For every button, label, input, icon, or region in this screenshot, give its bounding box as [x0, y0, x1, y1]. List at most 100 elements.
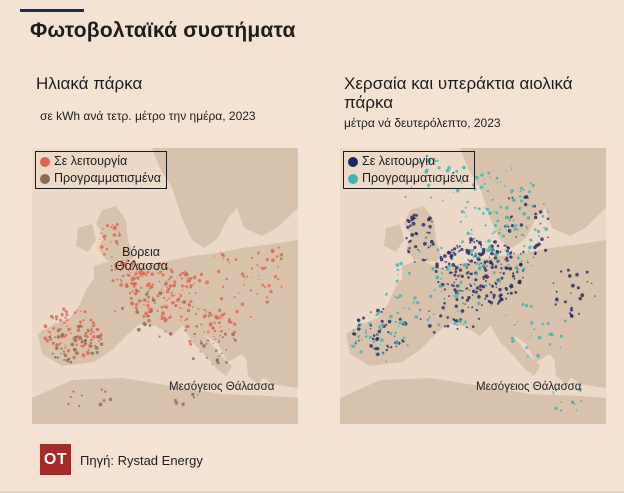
solar-site-operating [89, 333, 92, 336]
solar-site-operating [256, 292, 259, 295]
wind-site-operating [504, 266, 509, 270]
solar-site-operating [182, 308, 184, 310]
wind-site-operating [451, 248, 454, 252]
wind-site-operating [489, 261, 493, 265]
greece-shape [246, 354, 268, 384]
solar-site-planned [214, 349, 218, 352]
wind-site-operating [492, 296, 496, 299]
solar-site-operating [187, 279, 191, 283]
wind-panel-title-line1: Χερσαία και υπεράκτια αιολικά [344, 74, 573, 93]
solar-site-operating [131, 276, 135, 279]
solar-site-operating [165, 266, 169, 270]
legend-label: Προγραμματισμένα [54, 171, 161, 185]
wind-site-operating [485, 260, 489, 263]
wind-site-planned [469, 249, 474, 253]
solar-site-operating [89, 318, 93, 322]
solar-site-operating [76, 309, 78, 312]
solar-site-operating [153, 268, 156, 270]
wind-site-operating [511, 196, 514, 199]
wind-site-operating [357, 318, 361, 323]
wind-site-operating [510, 251, 513, 254]
solar-site-operating [218, 321, 221, 324]
wind-site-planned [541, 322, 545, 326]
wind-site-operating [527, 261, 529, 264]
solar-site-planned [75, 351, 79, 355]
solar-site-planned [54, 344, 58, 347]
wind-site-planned [395, 340, 399, 345]
italy-shape [490, 318, 540, 376]
wind-site-operating [513, 252, 515, 255]
wind-site-operating [473, 245, 477, 250]
wind-site-operating [454, 319, 456, 322]
wind-site-planned [429, 294, 433, 299]
solar-site-operating [179, 319, 181, 321]
solar-site-operating [81, 353, 86, 358]
solar-site-operating [166, 280, 168, 282]
legend-item-planned: Προγραμματισμένα [40, 170, 161, 187]
wind-site-operating [495, 286, 498, 288]
solar-site-operating [150, 272, 155, 276]
wind-site-operating [500, 267, 503, 270]
solar-site-operating [122, 268, 124, 270]
wind-site-operating [479, 264, 481, 266]
wind-site-planned [491, 232, 494, 235]
wind-site-planned [552, 391, 554, 393]
wind-site-operating [385, 323, 388, 326]
wind-site-planned [395, 263, 400, 267]
solar-site-operating [135, 270, 138, 272]
wind-site-operating [465, 250, 469, 254]
solar-site-planned [215, 358, 219, 362]
solar-site-planned [85, 351, 88, 353]
solar-site-operating [188, 339, 192, 343]
solar-site-planned [90, 338, 93, 342]
wind-site-planned [493, 211, 496, 213]
solar-site-planned [99, 342, 104, 346]
solar-site-planned [181, 402, 185, 406]
wind-site-planned [381, 352, 385, 355]
wind-site-planned [494, 224, 497, 227]
wind-site-planned [560, 401, 562, 403]
continental-europe-shape [38, 240, 298, 388]
wind-site-planned [480, 173, 484, 177]
wind-site-operating [516, 270, 519, 274]
wind-site-planned [378, 325, 382, 329]
solar-site-planned [100, 388, 103, 391]
solar-site-operating [199, 272, 204, 277]
solar-site-operating [149, 285, 153, 289]
wind-site-operating [471, 306, 474, 309]
solar-site-operating [213, 329, 217, 333]
wind-site-planned [524, 303, 529, 308]
wind-site-planned [529, 238, 533, 242]
wind-site-planned [488, 245, 492, 249]
solar-site-operating [80, 325, 84, 328]
wind-site-operating [469, 273, 471, 275]
wind-site-planned [437, 323, 441, 327]
solar-site-planned [56, 328, 61, 333]
solar-site-planned [216, 361, 220, 365]
wind-site-operating [498, 294, 502, 298]
solar-site-operating [144, 273, 146, 275]
wind-site-operating [454, 319, 459, 323]
wind-site-operating [386, 344, 389, 347]
wind-site-planned [397, 269, 400, 271]
wind-site-planned [528, 250, 530, 252]
solar-site-planned [84, 334, 87, 337]
wind-site-operating [419, 318, 422, 320]
solar-site-operating [205, 342, 208, 345]
wind-site-operating [407, 241, 410, 244]
wind-site-operating [527, 197, 529, 199]
wind-site-planned [529, 304, 533, 308]
wind-site-planned [517, 264, 519, 266]
solar-site-operating [143, 298, 147, 302]
wind-site-operating [509, 219, 511, 221]
wind-site-operating [352, 329, 355, 331]
solar-site-operating [251, 276, 253, 278]
solar-site-planned [200, 340, 202, 342]
solar-site-operating [219, 315, 221, 317]
solar-site-planned [114, 310, 116, 313]
solar-site-planned [80, 394, 83, 397]
wind-site-operating [475, 239, 478, 242]
solar-site-operating [160, 305, 164, 309]
wind-site-operating [523, 195, 527, 199]
solar-site-operating [205, 311, 208, 313]
